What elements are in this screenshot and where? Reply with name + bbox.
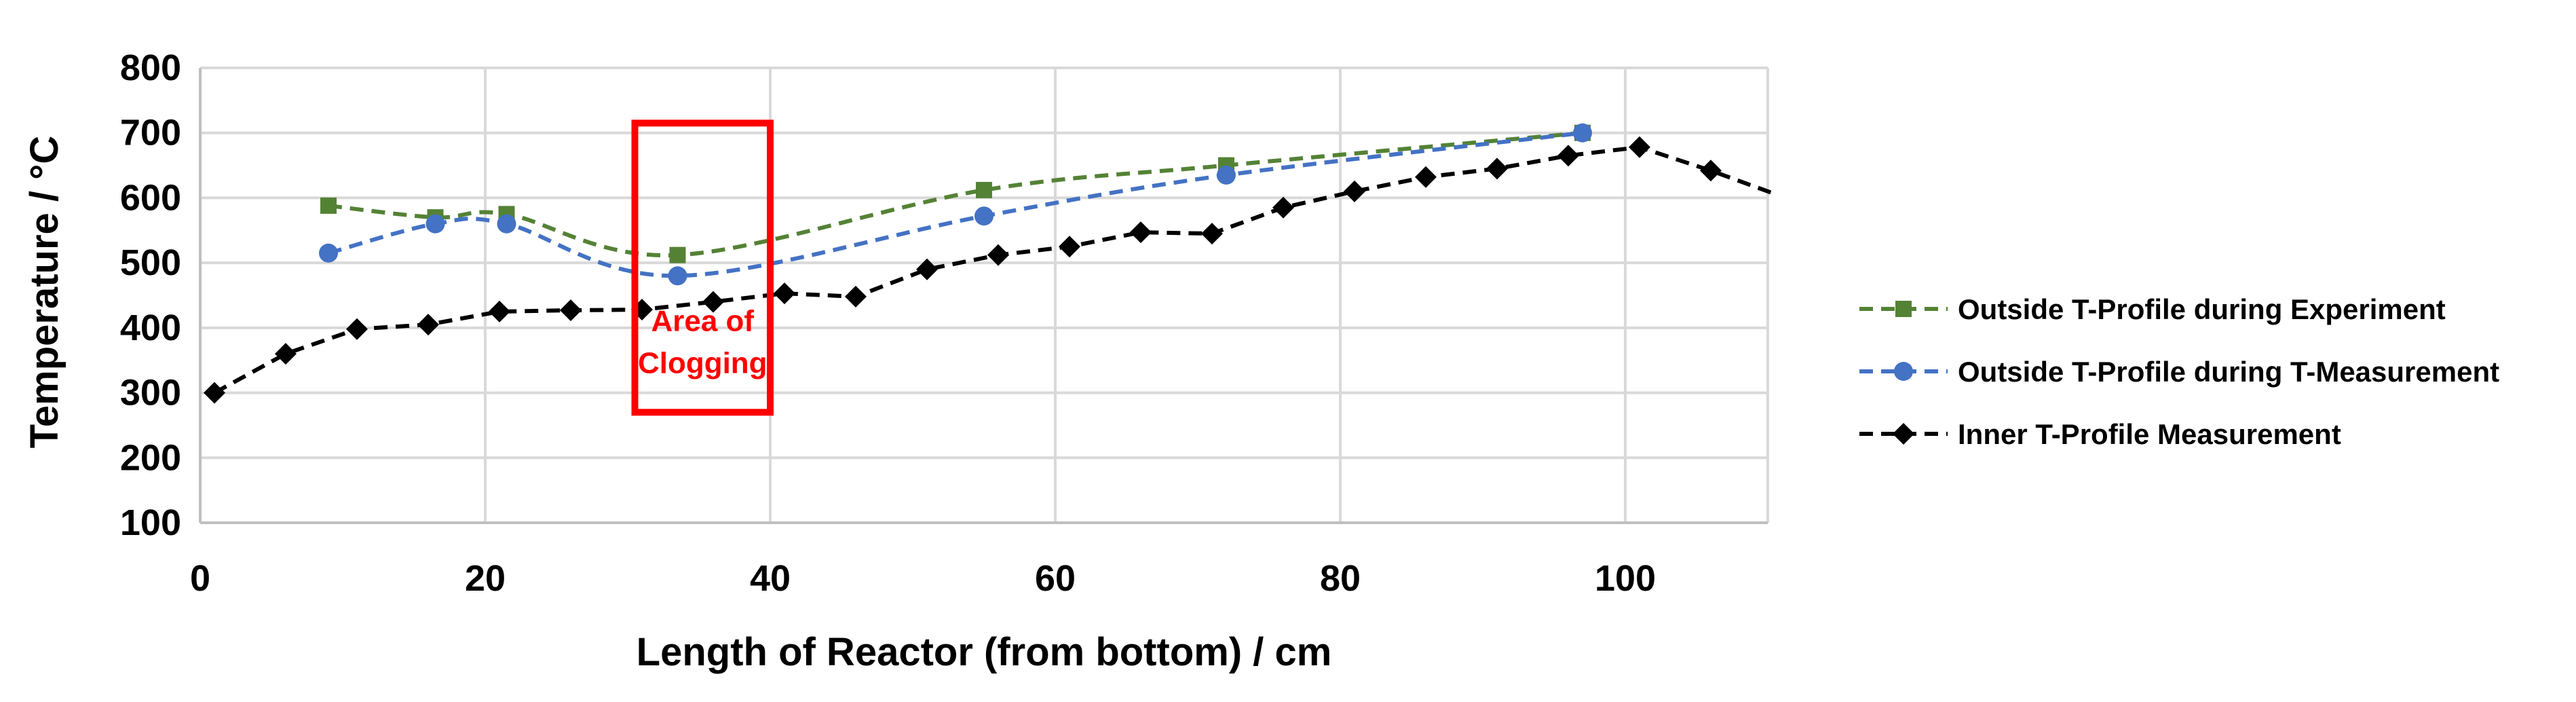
- data-point: [1486, 158, 1508, 180]
- data-point: [1059, 236, 1080, 258]
- data-point: [489, 300, 510, 322]
- data-point: [204, 382, 225, 404]
- data-point: [1130, 221, 1152, 244]
- x-tick-label: 20: [465, 558, 506, 599]
- legend-label: Outside T-Profile during Experiment: [1958, 293, 2446, 325]
- axes: 100 200 300 400 500 600 700 800 0 20 40 60 80 100: [120, 48, 1768, 599]
- data-point: [976, 181, 992, 198]
- data-point: [916, 258, 938, 280]
- x-tick-label: 80: [1320, 558, 1361, 599]
- clogging-annotation: Area of Clogging: [631, 119, 774, 416]
- series-1: [320, 124, 1591, 263]
- data-point: [702, 291, 724, 313]
- series-line: [328, 130, 1583, 278]
- legend-swatch-marker: [1894, 362, 1913, 381]
- data-point: [1415, 166, 1437, 188]
- y-tick-label: 400: [120, 308, 181, 348]
- data-point: [497, 214, 516, 234]
- y-tick-label: 100: [120, 502, 181, 543]
- series-line: [213, 145, 1771, 395]
- legend-entry: Inner T-Profile Measurement: [1859, 418, 2341, 450]
- legend-entry: Outside T-Profile during Experiment: [1859, 293, 2446, 325]
- y-axis-title: Temperature / °C: [22, 136, 67, 448]
- data-point: [425, 214, 445, 234]
- annotation-label: Clogging: [638, 347, 768, 380]
- y-tick-label: 600: [120, 177, 181, 218]
- legend-swatch-marker: [1895, 301, 1912, 317]
- data-point: [1700, 160, 1722, 182]
- legend-label: Outside T-Profile during T-Measurement: [1958, 356, 2499, 388]
- y-tick-label: 300: [120, 373, 181, 413]
- data-point: [668, 266, 687, 286]
- series-layer: [204, 123, 1793, 404]
- data-point: [275, 343, 297, 365]
- annotation-box: [631, 119, 774, 416]
- data-point: [1573, 123, 1592, 143]
- series-2: [319, 123, 1592, 286]
- series-3: [204, 136, 1793, 404]
- data-point: [417, 314, 439, 336]
- legend-label: Inner T-Profile Measurement: [1958, 418, 2341, 450]
- y-tick-label: 200: [120, 437, 181, 478]
- y-tick-label: 500: [120, 242, 181, 283]
- data-point: [1771, 186, 1793, 208]
- data-point: [974, 206, 993, 226]
- x-tick-label: 60: [1035, 558, 1076, 599]
- data-point: [560, 299, 582, 322]
- data-point: [319, 243, 338, 263]
- data-point: [669, 246, 686, 263]
- data-point: [1557, 145, 1579, 167]
- x-axis-title: Length of Reactor (from bottom) / cm: [637, 630, 1332, 674]
- data-point: [1272, 196, 1294, 219]
- data-point: [1201, 223, 1223, 245]
- data-point: [346, 318, 368, 340]
- x-tick-label: 100: [1595, 558, 1656, 599]
- data-point: [845, 285, 867, 308]
- legend: Outside T-Profile during Experiment Outsi…: [1859, 293, 2499, 450]
- annotation-label: Area of: [651, 305, 754, 338]
- x-tick-label: 40: [750, 558, 791, 599]
- data-point: [1629, 136, 1650, 158]
- y-tick-label: 800: [120, 48, 181, 88]
- y-tick-label: 700: [120, 113, 181, 153]
- x-tick-label: 0: [190, 558, 210, 599]
- series-line: [328, 130, 1583, 258]
- data-point: [1217, 165, 1236, 185]
- legend-swatch-marker: [1893, 423, 1914, 445]
- data-point: [1344, 180, 1365, 202]
- data-point: [987, 244, 1009, 266]
- data-point: [774, 282, 795, 305]
- legend-entry: Outside T-Profile during T-Measurement: [1859, 356, 2499, 388]
- data-point: [320, 197, 337, 214]
